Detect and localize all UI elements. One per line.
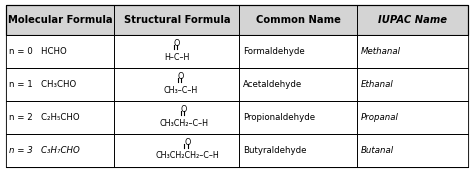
Text: Butanal: Butanal [361,146,394,155]
Text: Propionaldehyde: Propionaldehyde [243,113,315,122]
Text: CH₃–C–H: CH₃–C–H [164,86,198,95]
Text: Formaldehyde: Formaldehyde [243,47,305,56]
Bar [6,35,468,68]
Text: n = 2   C₂H₅CHO: n = 2 C₂H₅CHO [9,113,80,122]
Text: IUPAC Name: IUPAC Name [378,15,447,25]
Bar [6,101,468,134]
Bar [6,5,468,35]
Text: Structural Formula: Structural Formula [124,15,230,25]
Text: O: O [184,138,191,147]
Text: n = 3   C₃H₇CHO: n = 3 C₃H₇CHO [9,146,80,155]
Text: O: O [173,39,180,48]
Text: n = 1   CH₃CHO: n = 1 CH₃CHO [9,80,77,89]
Text: Butyraldehyde: Butyraldehyde [243,146,307,155]
Bar [6,134,468,167]
Text: H–C–H: H–C–H [164,53,190,62]
Text: Common Name: Common Name [256,15,341,25]
Text: CH₃CH₂CH₂–C–H: CH₃CH₂CH₂–C–H [155,152,219,160]
Text: CH₃CH₂–C–H: CH₃CH₂–C–H [159,119,209,128]
Text: n = 0   HCHO: n = 0 HCHO [9,47,67,56]
Text: Molecular Formula: Molecular Formula [8,15,112,25]
Text: O: O [177,72,184,81]
Text: Methanal: Methanal [361,47,401,56]
Text: Acetaldehyde: Acetaldehyde [243,80,302,89]
Bar [6,68,468,101]
Text: Ethanal: Ethanal [361,80,394,89]
Text: Propanal: Propanal [361,113,399,122]
Text: O: O [181,105,187,114]
